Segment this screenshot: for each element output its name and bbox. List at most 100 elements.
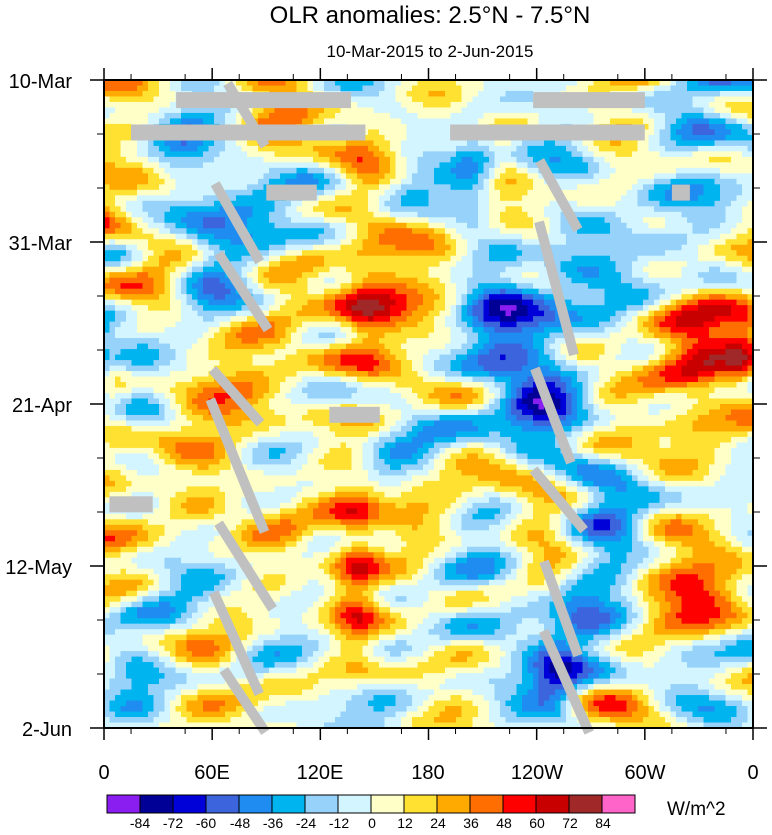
field-cell (538, 145, 545, 152)
field-cell (379, 80, 386, 87)
field-cell (318, 288, 325, 295)
field-cell (423, 272, 430, 279)
field-cell (659, 200, 666, 207)
field-cell (412, 299, 419, 306)
field-cell (357, 228, 364, 235)
field-cell (395, 167, 402, 174)
field-cell (131, 239, 138, 246)
field-cell (428, 96, 435, 103)
field-cell (533, 288, 540, 295)
field-cell (483, 233, 490, 240)
field-cell (626, 277, 633, 284)
field-cell (197, 299, 204, 306)
field-cell (472, 96, 479, 103)
field-cell (351, 107, 358, 114)
field-cell (181, 255, 188, 262)
field-cell (412, 244, 419, 251)
field-cell (670, 299, 677, 306)
field-cell (412, 107, 419, 114)
field-cell (131, 233, 138, 240)
field-cell (456, 173, 463, 180)
field-cell (368, 288, 375, 295)
field-cell (230, 173, 237, 180)
field-cell (241, 255, 248, 262)
field-cell (742, 195, 749, 202)
field-cell (274, 211, 281, 218)
field-cell (643, 189, 650, 196)
field-cell (505, 178, 512, 185)
field-cell (516, 255, 523, 262)
field-cell (225, 299, 232, 306)
field-cell (461, 195, 468, 202)
field-cell (219, 310, 226, 317)
field-cell (428, 200, 435, 207)
field-cell (296, 112, 303, 120)
field-cell (296, 244, 303, 251)
field-cell (263, 266, 270, 273)
field-cell (643, 129, 650, 136)
field-cell (208, 189, 215, 196)
field-cell (120, 189, 127, 196)
field-cell (654, 239, 661, 246)
field-cell (445, 305, 452, 312)
field-cell (181, 299, 188, 306)
field-cell (467, 101, 474, 109)
field-cell (148, 277, 155, 284)
field-cell (368, 239, 375, 246)
field-cell (351, 228, 358, 235)
field-cell (714, 272, 721, 279)
field-cell (533, 162, 540, 169)
field-cell (588, 294, 595, 301)
field-cell (153, 195, 160, 202)
field-cell (115, 189, 122, 196)
field-cell (258, 118, 265, 125)
field-cell (373, 112, 380, 120)
field-cell (302, 272, 309, 279)
field-cell (159, 96, 166, 103)
field-cell (401, 145, 408, 152)
field-cell (483, 101, 490, 109)
field-cell (219, 228, 226, 235)
field-cell (731, 277, 738, 284)
field-cell (467, 107, 474, 114)
field-cell (725, 96, 732, 103)
field-cell (346, 233, 353, 240)
field-cell (714, 173, 721, 180)
field-cell (357, 195, 364, 202)
field-cell (390, 294, 397, 301)
field-cell (318, 145, 325, 152)
field-cell (555, 266, 562, 273)
field-cell (445, 228, 452, 235)
field-cell (291, 310, 298, 317)
field-cell (648, 272, 655, 279)
field-cell (203, 211, 210, 218)
field-cell (357, 277, 364, 284)
field-cell (527, 239, 534, 246)
field-cell (566, 277, 573, 284)
field-cell (390, 123, 397, 131)
field-cell (384, 189, 391, 196)
field-cell (247, 189, 254, 196)
field-cell (219, 167, 226, 174)
field-cell (665, 140, 672, 147)
field-cell (269, 288, 276, 295)
field-cell (560, 261, 567, 268)
field-cell (604, 85, 611, 92)
field-cell (533, 178, 540, 185)
field-cell (225, 305, 232, 312)
field-cell (357, 272, 364, 279)
field-cell (626, 173, 633, 180)
field-cell (362, 80, 369, 87)
field-cell (318, 173, 325, 180)
field-cell (483, 112, 490, 120)
field-cell (252, 261, 259, 268)
field-cell (599, 178, 606, 185)
field-cell (742, 283, 749, 290)
field-cell (621, 277, 628, 284)
field-cell (654, 244, 661, 251)
field-cell (395, 112, 402, 120)
field-cell (709, 200, 716, 207)
field-cell (747, 184, 754, 191)
field-cell (395, 80, 402, 87)
field-cell (109, 206, 116, 213)
